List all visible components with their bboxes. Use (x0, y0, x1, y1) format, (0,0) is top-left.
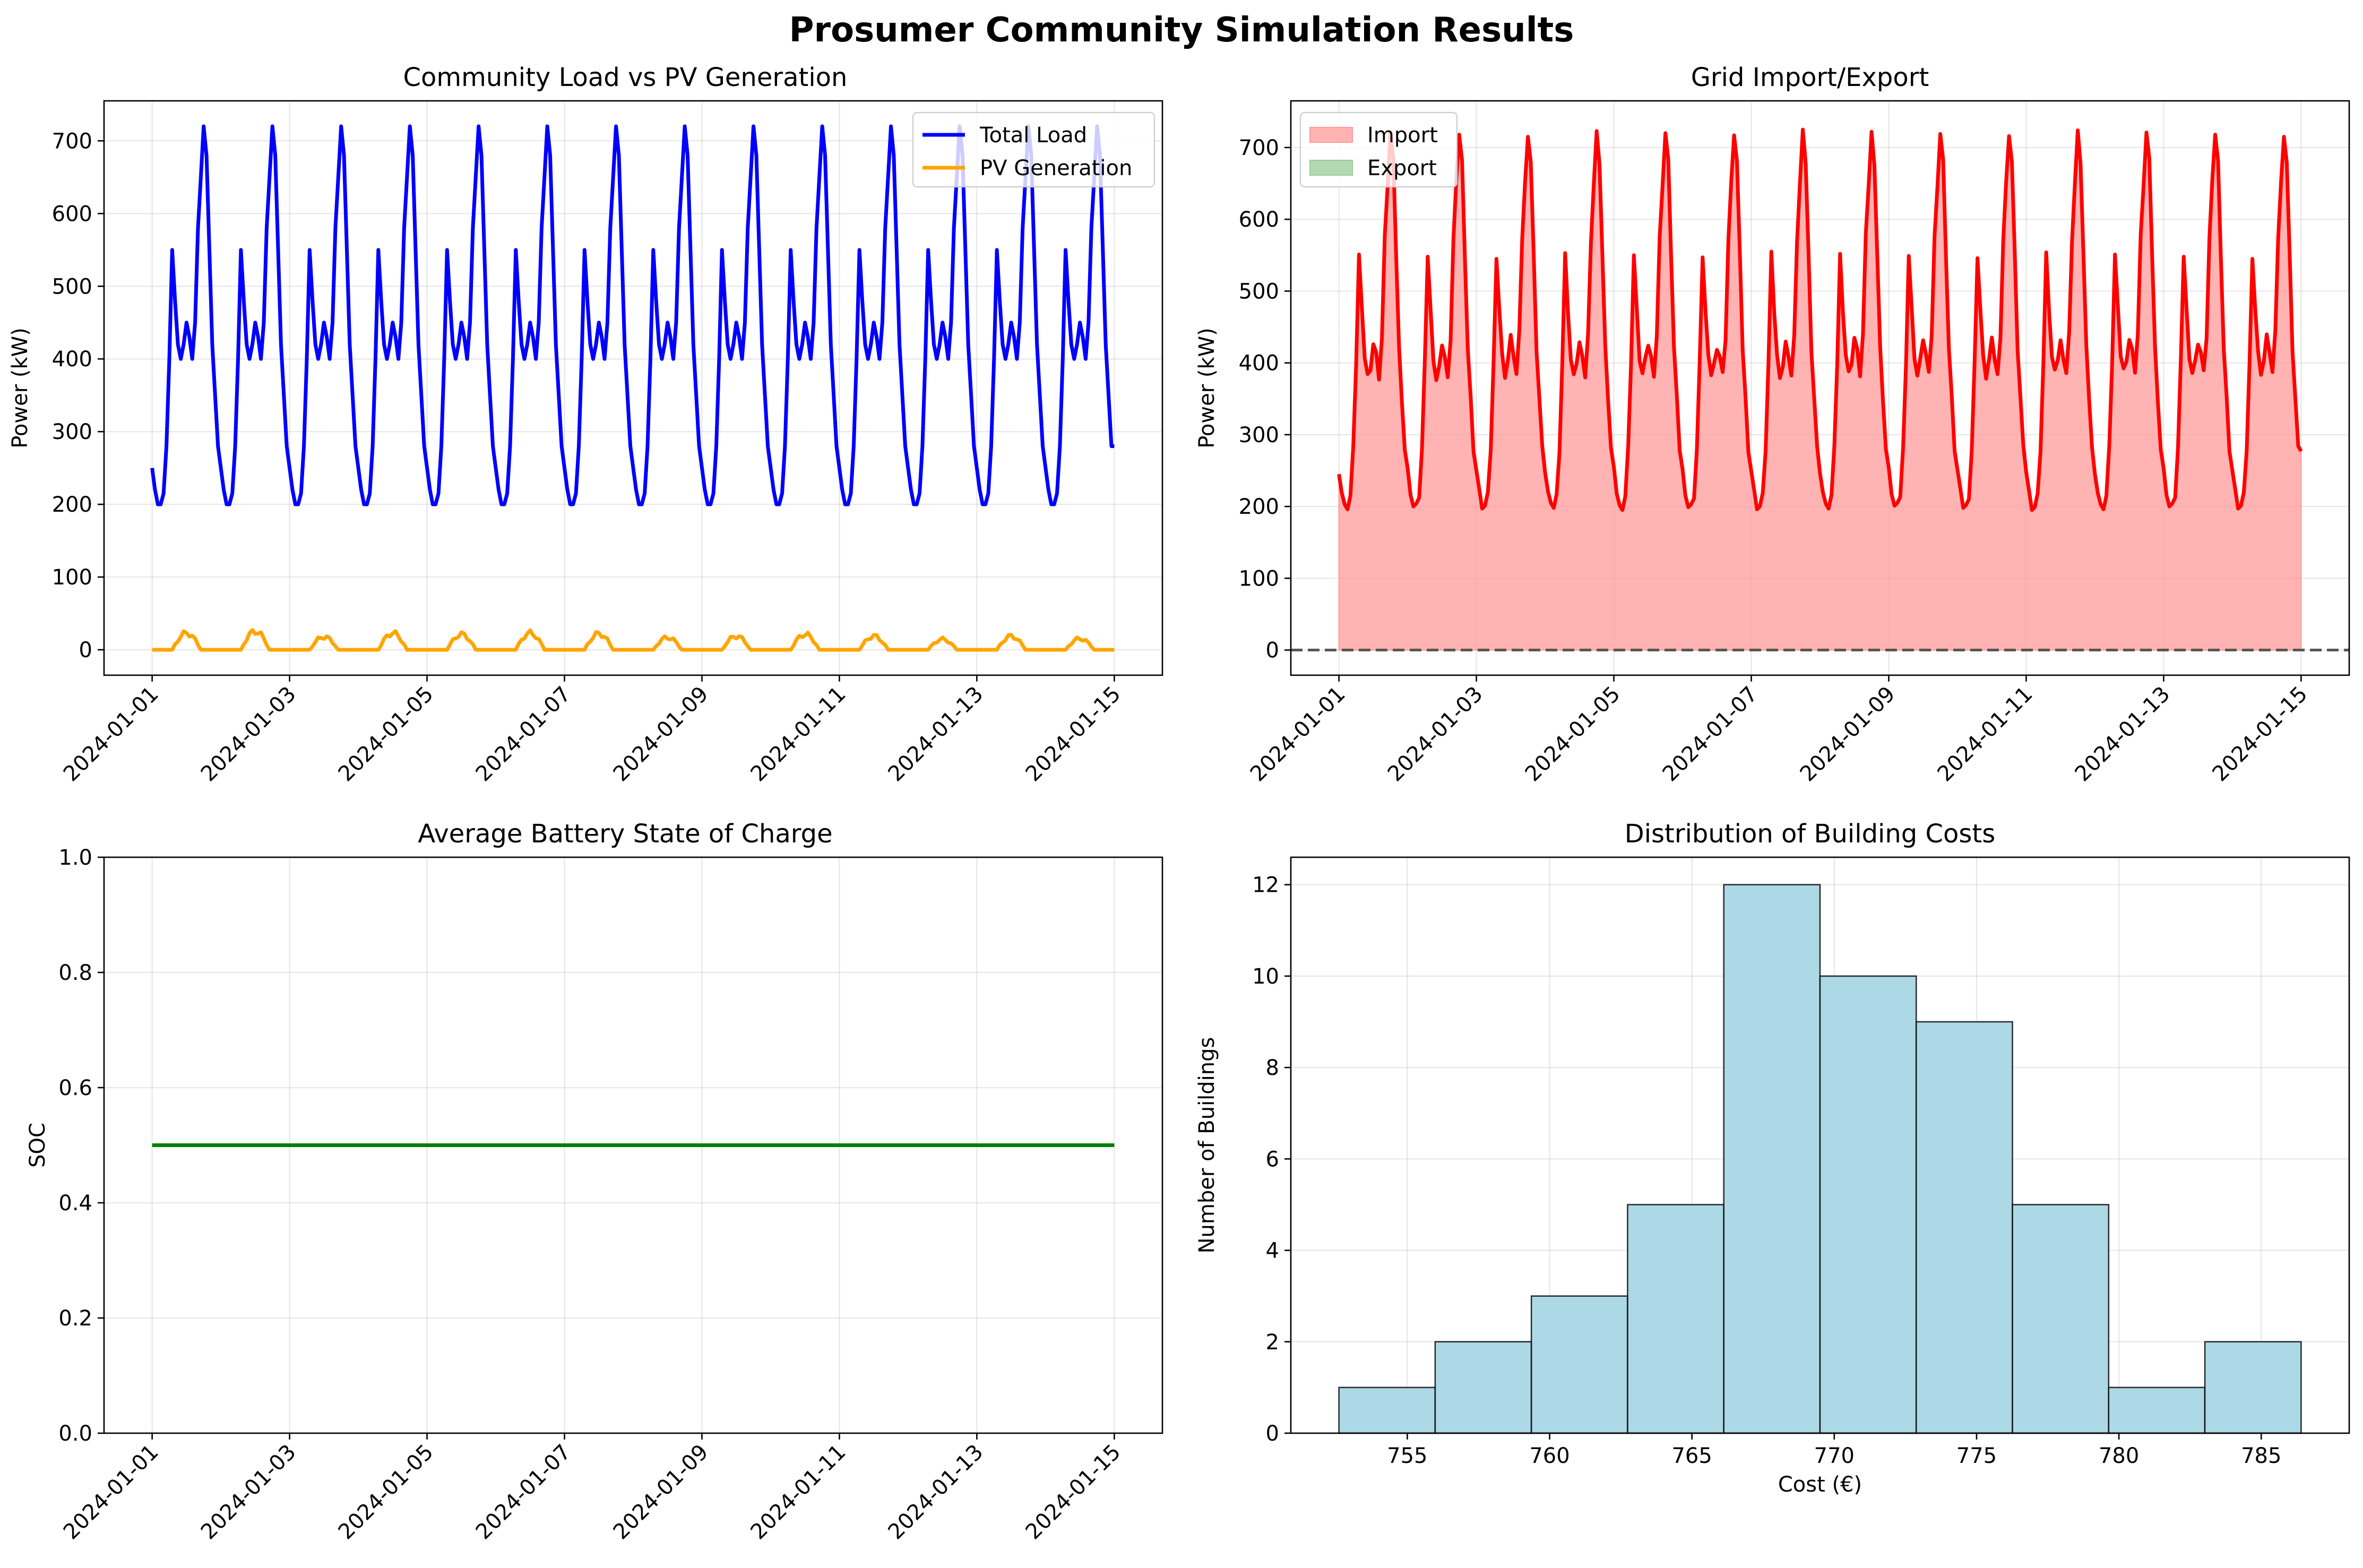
y-tick-label: 400 (52, 347, 92, 372)
panel-title: Community Load vs PV Generation (403, 63, 848, 92)
legend-label: Total Load (979, 123, 1087, 148)
panel-title: Average Battery State of Charge (418, 819, 832, 849)
x-tick-label: 2024-01-07 (1658, 682, 1763, 787)
x-tick-label: 2024-01-07 (471, 682, 576, 787)
x-tick-label: 2024-01-07 (471, 1440, 576, 1545)
x-tick-label: 2024-01-03 (196, 1440, 301, 1545)
y-tick-label: 0 (1266, 1421, 1279, 1446)
legend-label: Export (1367, 156, 1437, 180)
panel-community-load: Community Load vs PV Generation 0 100 200 3… (8, 63, 1163, 787)
legend-label: Import (1367, 123, 1438, 148)
y-tick-label: 100 (52, 565, 92, 590)
legend-box (912, 111, 1155, 188)
y-tick-label: 500 (52, 274, 92, 299)
y-tick-label: 6 (1266, 1147, 1279, 1171)
y-tick-label: 8 (1266, 1056, 1279, 1080)
histogram-bar (1530, 1295, 1628, 1434)
y-tick-label: 300 (1239, 423, 1279, 447)
x-axis-label: Cost (€) (1778, 1472, 1862, 1497)
x-tick-label: 2024-01-13 (2071, 682, 2175, 787)
x-tick-label: 785 (2241, 1444, 2281, 1468)
histogram-bar (2204, 1341, 2302, 1434)
x-tick-label: 2024-01-15 (1021, 682, 1126, 787)
x-tick-label: 2024-01-09 (609, 682, 713, 787)
y-tick-label: 12 (1252, 873, 1279, 898)
histogram-bar (1338, 1386, 1436, 1434)
histogram-bar (1819, 975, 1917, 1434)
y-tick-label: 2 (1266, 1330, 1279, 1355)
x-tick-label: 765 (1671, 1444, 1712, 1468)
histogram-bar (1915, 1021, 2013, 1434)
y-axis-label: Number of Buildings (1195, 1037, 1219, 1254)
axes-frame (1290, 856, 2350, 1434)
panel-title: Grid Import/Export (1691, 63, 1929, 92)
x-tick-label: 2024-01-15 (1021, 1440, 1126, 1545)
histogram-bar (1627, 1204, 1725, 1434)
histogram-bar (1723, 884, 1821, 1434)
x-tick-label: 760 (1529, 1444, 1569, 1468)
panel-battery-soc: Average Battery State of Charge 0.0 0.2 0.… (25, 819, 1163, 1545)
x-tick-label: 755 (1387, 1444, 1427, 1468)
x-tick-label: 2024-01-11 (746, 682, 851, 787)
x-tick-label: 780 (2099, 1444, 2139, 1468)
x-tick-label: 2024-01-13 (884, 1440, 988, 1545)
total-load-line (150, 124, 1115, 506)
y-tick-label: 4 (1266, 1239, 1279, 1263)
y-tick-label: 200 (52, 493, 92, 517)
y-tick-label: 0.4 (58, 1191, 92, 1216)
x-tick-label: 2024-01-11 (1933, 682, 2038, 787)
x-tick-label: 2024-01-13 (884, 682, 988, 787)
histogram-bar (1434, 1341, 1532, 1434)
y-tick-label: 1.0 (58, 846, 92, 870)
y-tick-label: 0.2 (58, 1306, 92, 1331)
legend-label: PV Generation (980, 156, 1132, 180)
y-axis-label: SOC (25, 1123, 50, 1168)
x-tick-label: 2024-01-09 (609, 1440, 713, 1545)
x-tick-label: 2024-01-01 (59, 1440, 163, 1545)
y-tick-label: 200 (1239, 495, 1279, 519)
x-tick-label: 775 (1956, 1444, 1997, 1468)
axes-frame (103, 100, 1163, 676)
histogram-bar (2012, 1204, 2110, 1434)
y-tick-label: 0.6 (58, 1076, 92, 1100)
y-tick-label: 0 (79, 638, 92, 662)
axes-frame (1290, 100, 2350, 676)
y-tick-label: 400 (1239, 351, 1279, 376)
x-tick-label: 2024-01-15 (2208, 682, 2313, 787)
x-tick-label: 2024-01-03 (196, 682, 301, 787)
x-tick-label: 2024-01-05 (334, 682, 438, 787)
y-tick-label: 600 (1239, 208, 1279, 232)
x-tick-label: 2024-01-09 (1796, 682, 1900, 787)
x-tick-label: 2024-01-01 (1246, 682, 1350, 787)
panel-building-costs: Distribution of Building Costs 0 2 4 6 8 10 12… (1195, 819, 2350, 1497)
y-tick-label: 700 (1239, 136, 1279, 160)
pv-generation-line (152, 628, 1115, 652)
legend-swatch (1309, 160, 1353, 176)
figure-title: Prosumer Community Simulation Results (789, 11, 1574, 50)
y-axis-label: Power (kW) (8, 328, 32, 449)
x-tick-label: 2024-01-05 (1521, 682, 1625, 787)
panel-title: Distribution of Building Costs (1625, 819, 1996, 849)
x-tick-label: 2024-01-11 (746, 1440, 851, 1545)
panel-grid-import-export: Grid Import/Export 0 100 200 300 400 500 600 70… (1195, 63, 2350, 787)
y-tick-label: 0 (1266, 639, 1279, 663)
y-tick-label: 100 (1239, 566, 1279, 591)
y-tick-label: 600 (52, 202, 92, 226)
y-tick-label: 10 (1252, 964, 1279, 989)
y-tick-label: 700 (52, 129, 92, 153)
histogram-bar (2108, 1386, 2206, 1434)
axes-frame (103, 856, 1163, 1434)
grid-net-line (1337, 127, 2303, 512)
x-tick-label: 770 (1814, 1444, 1855, 1468)
legend-swatch (1309, 127, 1353, 143)
y-tick-label: 0.0 (58, 1421, 92, 1446)
y-tick-label: 0.8 (58, 961, 92, 985)
x-tick-label: 2024-01-03 (1383, 682, 1488, 787)
x-tick-label: 2024-01-01 (59, 682, 163, 787)
y-tick-label: 300 (52, 420, 92, 444)
y-tick-label: 500 (1239, 279, 1279, 304)
x-tick-label: 2024-01-05 (334, 1440, 438, 1545)
y-axis-label: Power (kW) (1195, 328, 1219, 449)
